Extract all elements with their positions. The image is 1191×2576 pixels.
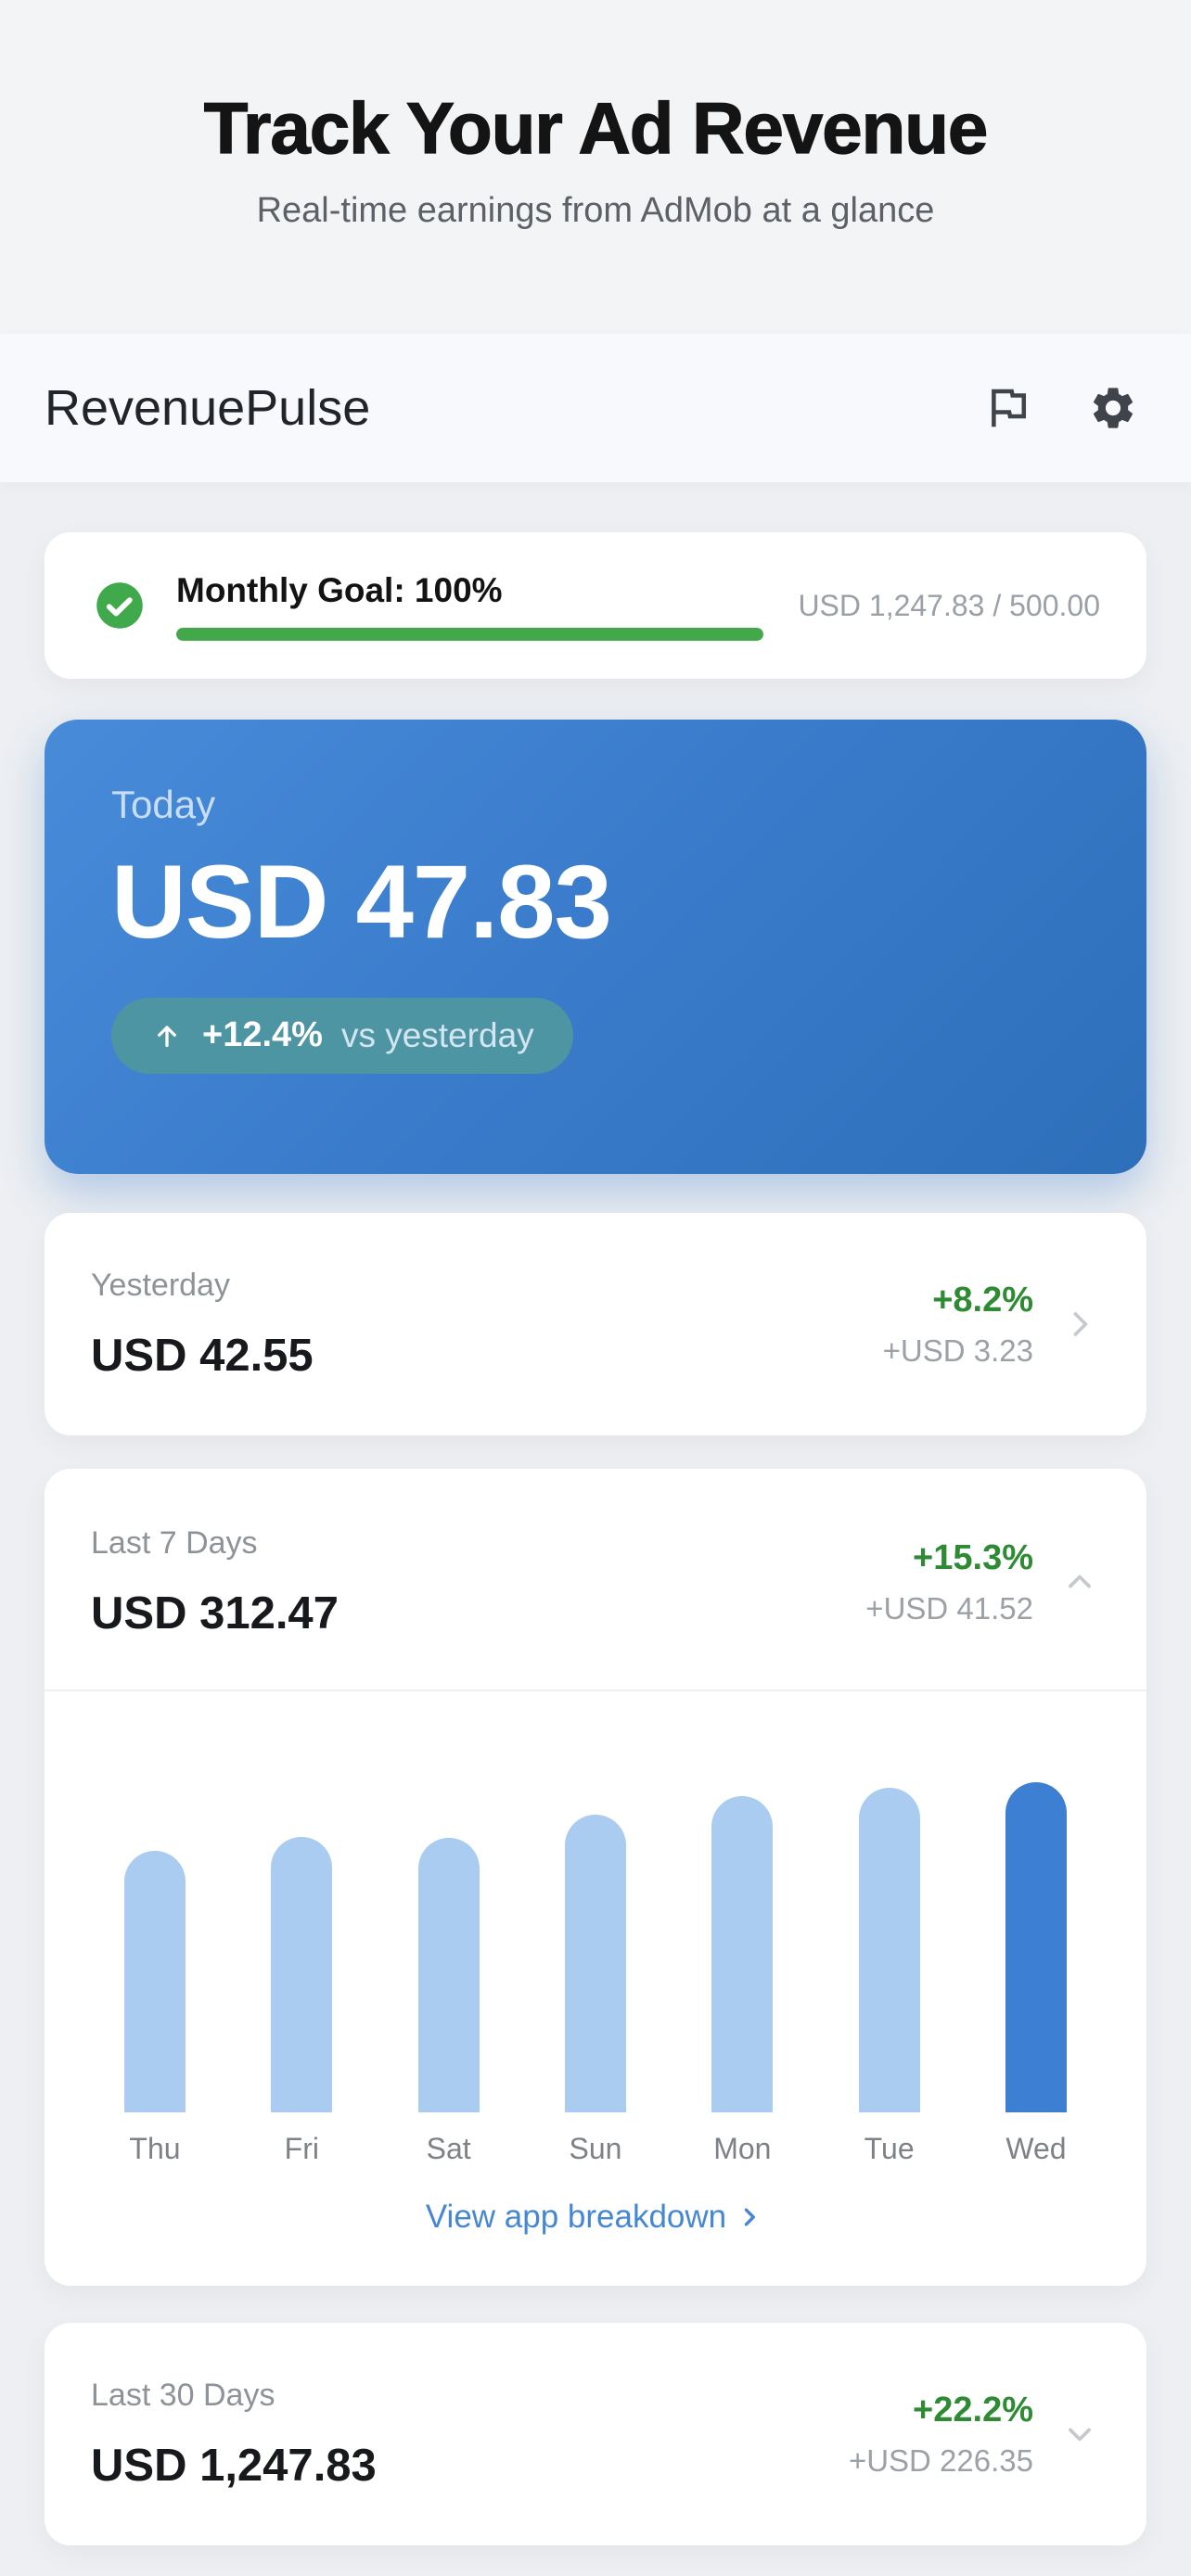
content: Monthly Goal: 100% USD 1,247.83 / 500.00… (0, 532, 1191, 2545)
yesterday-change-delta: +USD 3.23 (882, 1333, 1033, 1368)
goal-progress-fill (176, 628, 763, 641)
today-change-badge: +12.4% vs yesterday (111, 997, 573, 1074)
chevron-right-icon (744, 2208, 756, 2226)
yesterday-summary: Yesterday USD 42.55 (91, 1265, 883, 1384)
bar-column-mon[interactable] (711, 1782, 774, 2112)
last-7-days-summary: Last 7 Days USD 312.47 (91, 1523, 865, 1641)
bar-label: Tue (864, 2132, 915, 2165)
bar (1005, 1782, 1067, 2112)
hero-section: Track Your Ad Revenue Real-time earnings… (0, 0, 1191, 334)
today-amount: USD 47.83 (111, 844, 612, 960)
last-30-days-card[interactable]: Last 30 Days USD 1,247.83 +22.2% +USD 22… (45, 2323, 1146, 2545)
chevron-up-icon (1069, 1575, 1091, 1588)
bar-label: Thu (129, 2132, 181, 2165)
bar-chart (124, 1782, 1067, 2112)
last-7-days-change: +15.3% +USD 41.52 (865, 1537, 1033, 1627)
chevron-right-icon (1073, 1312, 1088, 1336)
last-30-days-amount: USD 1,247.83 (91, 2441, 377, 2491)
flag-icon (992, 389, 1027, 427)
yesterday-change-pct: +8.2% (932, 1281, 1033, 1320)
settings-button[interactable] (1072, 367, 1154, 449)
bar-label: Wed (1005, 2132, 1067, 2165)
bar (271, 1836, 333, 2112)
last-30-days-change-delta: +USD 226.35 (848, 2443, 1033, 2478)
goal-label: Monthly Goal: 100% (176, 571, 503, 609)
arrow-up-icon (158, 1025, 176, 1047)
bar (711, 1795, 774, 2112)
today-label: Today (111, 783, 216, 826)
goal-summary: USD 1,247.83 / 500.00 (798, 588, 1100, 622)
bar (124, 1851, 186, 2112)
bar-column-fri[interactable] (271, 1782, 333, 2112)
gear-icon (1093, 388, 1133, 428)
goal-progress-track (176, 628, 763, 641)
chevron-down-icon (1069, 2428, 1091, 2442)
last-7-days-change-pct: +15.3% (913, 1538, 1033, 1577)
card-divider (45, 1690, 1146, 1691)
last-7-days-card: Last 7 Days USD 312.47 +15.3% +USD 41.52… (45, 1469, 1146, 2286)
page-title: Track Your Ad Revenue (203, 87, 989, 169)
last-30-days-label: Last 30 Days (91, 2378, 275, 2413)
last-7-days-change-delta: +USD 41.52 (865, 1591, 1033, 1626)
today-change-caption: vs yesterday (340, 1015, 534, 1054)
bar-column-sun[interactable] (564, 1782, 626, 2112)
yesterday-amount: USD 42.55 (91, 1331, 314, 1381)
bar-label: Sun (569, 2132, 622, 2165)
last-7-days-collapse-control[interactable] (1059, 1562, 1100, 1602)
app-bar-actions (967, 367, 1154, 449)
bar-column-thu[interactable] (124, 1782, 186, 2112)
flag-button[interactable] (967, 367, 1048, 449)
goal-progress-block: Monthly Goal: 100% (176, 570, 779, 641)
bar-label: Mon (713, 2132, 772, 2165)
bar-label: Sat (426, 2132, 471, 2165)
last-30-days-change-pct: +22.2% (913, 2391, 1033, 2429)
check-circle-icon (96, 582, 143, 629)
app-bar: RevenuePulse (0, 334, 1191, 482)
last-7-days-amount: USD 312.47 (91, 1588, 339, 1639)
view-app-breakdown-label: View app breakdown (425, 2199, 727, 2235)
yesterday-change: +8.2% +USD 3.23 (883, 1279, 1033, 1370)
yesterday-expand-control[interactable] (1059, 1304, 1100, 1345)
weekly-bar-chart-section: Thu Fri Sat Sun Mon Tue Wed (45, 1691, 1146, 2166)
bar (564, 1814, 626, 2112)
today-change-pct: +12.4% (202, 1015, 323, 1055)
last-7-days-header[interactable]: Last 7 Days USD 312.47 +15.3% +USD 41.52 (45, 1469, 1146, 1690)
bar-column-wed[interactable] (1005, 1782, 1067, 2112)
last-30-days-change: +22.2% +USD 226.35 (849, 2389, 1033, 2480)
today-card: Today USD 47.83 +12.4% vs yesterday (45, 720, 1146, 1174)
page-subtitle: Real-time earnings from AdMob at a glanc… (256, 190, 935, 230)
bar (417, 1838, 480, 2112)
last-30-days-summary: Last 30 Days USD 1,247.83 (91, 2375, 849, 2493)
bar-column-sat[interactable] (417, 1782, 480, 2112)
bar (858, 1788, 920, 2112)
bar-label: Fri (284, 2132, 319, 2165)
monthly-goal-card: Monthly Goal: 100% USD 1,247.83 / 500.00 (45, 532, 1146, 679)
last-30-days-expand-control[interactable] (1059, 2414, 1100, 2455)
bar-column-tue[interactable] (858, 1782, 920, 2112)
yesterday-label: Yesterday (91, 1268, 230, 1303)
yesterday-card[interactable]: Yesterday USD 42.55 +8.2% +USD 3.23 (45, 1213, 1146, 1435)
app-title: RevenuePulse (45, 380, 371, 436)
bar-chart-labels: Thu Fri Sat Sun Mon Tue Wed (124, 2131, 1067, 2166)
last-7-days-label: Last 7 Days (91, 1525, 258, 1561)
view-app-breakdown-link[interactable]: View app breakdown (45, 2198, 1146, 2286)
